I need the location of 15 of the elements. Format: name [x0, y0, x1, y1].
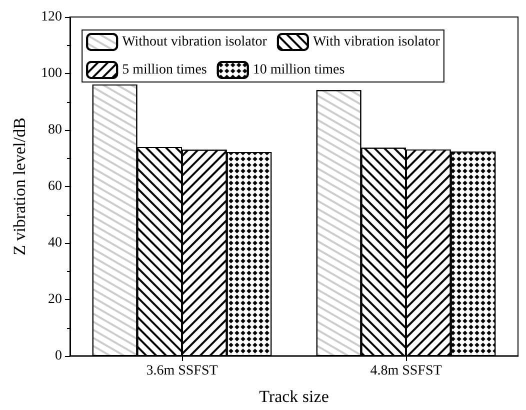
y-tick-label: 0: [55, 348, 62, 364]
x-axis-title: Track size: [259, 387, 329, 406]
x-tick-label: 3.6m SSFST: [146, 364, 218, 378]
y-tick-label: 100: [41, 66, 62, 81]
y-tick-label: 80: [48, 122, 62, 138]
y-tick-label: 60: [48, 179, 62, 194]
legend-label: Without vibration isolator: [122, 34, 268, 50]
legend-label: With vibration isolator: [312, 34, 440, 50]
y-tick-label: 120: [41, 10, 62, 24]
x-tick-label: 4.8m SSFST: [370, 364, 442, 378]
y-axis-title: Z vibration level/dB: [10, 118, 29, 256]
y-tick-label: 40: [48, 236, 62, 250]
legend-label: 5 million times: [122, 62, 207, 78]
legend-label: 10 million times: [252, 62, 345, 78]
y-tick-label: 20: [48, 292, 62, 307]
